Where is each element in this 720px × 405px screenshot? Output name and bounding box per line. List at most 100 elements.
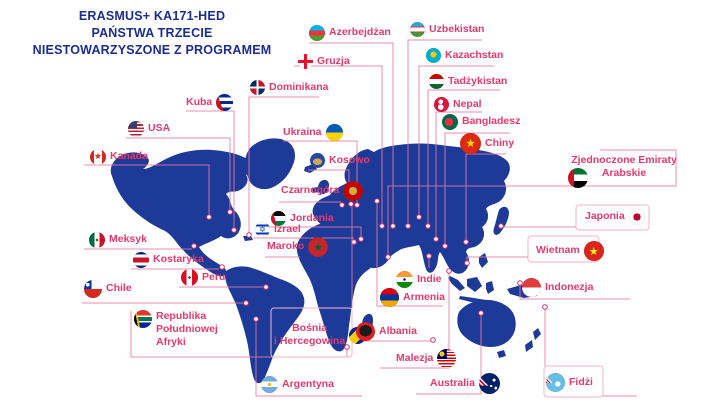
country-label: Bangladesz — [462, 115, 521, 128]
fidzi-flag-icon — [546, 373, 565, 392]
kazachstan-flag-icon — [426, 48, 441, 63]
japonia-label-box — [575, 204, 650, 231]
peru-map-point — [263, 284, 269, 290]
chile-map-point — [243, 300, 249, 306]
ukraina-flag-icon — [325, 124, 343, 141]
island-sumatra — [448, 276, 465, 291]
tadzykistan-flag-icon — [429, 74, 444, 89]
wietnam-flag-emblem: ★ — [588, 244, 599, 258]
country-label: Nepal — [453, 97, 482, 110]
country-label: Indie — [417, 272, 442, 285]
country-meksyk: Meksyk — [89, 232, 147, 248]
country-label: Argentyna — [282, 377, 334, 390]
country-peru: Peru — [181, 269, 225, 286]
country-label: Tadżykistan — [448, 74, 508, 87]
usa-map-point — [227, 209, 233, 215]
kosowo-flag-icon — [310, 153, 325, 168]
country-dominikana: Dominikana — [250, 80, 329, 95]
country-kostaryka: Kostaryka — [133, 252, 204, 268]
country-label: Azerbejdżan — [329, 26, 391, 39]
wietnam-flag-icon: ★ — [583, 241, 604, 261]
country-label: Chile — [106, 282, 132, 295]
gruzja-connector-line — [294, 65, 383, 225]
country-label: Izrael — [274, 222, 301, 235]
kanada-flag-emblem: ★ — [94, 151, 102, 162]
zjednoczone-emiraty-arabskie-map-point — [385, 254, 391, 260]
fidzi-label-box — [543, 365, 604, 398]
australia-flag-icon — [478, 373, 500, 394]
usa-connector-line — [126, 137, 231, 211]
country-ukraina: Ukraina — [283, 124, 343, 141]
country-label: Kostaryka — [153, 253, 204, 266]
meksyk-flag-icon — [89, 232, 105, 248]
country-uzbekistan: Uzbekistan — [410, 22, 484, 37]
gruzja-flag-icon — [298, 54, 313, 69]
chile-flag-icon — [84, 280, 102, 298]
country-label: Albania — [379, 324, 417, 337]
kanada-connector-line — [84, 164, 210, 216]
gruzja-map-point — [379, 223, 385, 229]
malezja-connector-line — [380, 272, 450, 369]
country-kuba: Kuba — [186, 94, 234, 111]
albania-map-point — [430, 337, 436, 343]
malezja-map-point — [446, 268, 452, 274]
country-label: Jordania — [290, 211, 334, 224]
country-wietnam: Wietnam ★ — [536, 241, 604, 261]
title-line-1: ERASMUS+ KA171-HED — [78, 9, 226, 23]
title-line-2: PAŃSTWA TRZECIE — [91, 26, 213, 40]
chiny-flag-emblem: ★ — [465, 135, 476, 150]
country-tadzykistan: Tadżykistan — [429, 74, 507, 89]
australia-map-point — [478, 310, 484, 316]
country-label: Dominikana — [269, 80, 329, 93]
country-label: Zjednoczone Emiraty Arabskie — [571, 154, 677, 180]
izrael-flag-emblem: ✡ — [259, 224, 266, 235]
country-label: Armenia — [403, 290, 446, 303]
republika-poludniowej-afryki-flag-icon — [134, 310, 152, 328]
czarnogora-map-point — [339, 202, 345, 208]
bangladesz-map-point — [442, 243, 448, 249]
country-armenia: Armenia — [380, 288, 445, 307]
malezja-flag-icon — [437, 349, 457, 368]
uzbekistan-flag-icon — [410, 22, 425, 37]
kazachstan-map-point — [416, 214, 422, 220]
infographic-title: ERASMUS+ KA171-HED PAŃSTWA TRZECIE NIEST… — [8, 8, 296, 59]
island-ireland — [312, 187, 319, 193]
country-japonia: Japonia — [585, 209, 645, 225]
country-label: Kuba — [186, 95, 213, 108]
country-republika-poludniowej-afryki: Republika Południowej Afryki — [134, 310, 218, 349]
island-tasmania — [497, 350, 506, 358]
peru-flag-icon — [181, 269, 198, 286]
country-label: Indonezja — [545, 280, 594, 293]
country-label: Ukraina — [283, 125, 322, 138]
country-argentyna: Argentyna — [261, 376, 334, 393]
azerbejdzan-connector-line — [309, 42, 394, 225]
jordania-connector-line — [269, 226, 362, 237]
maroko-flag-icon: ★ — [308, 237, 329, 257]
country-label: Fidżi — [569, 375, 593, 388]
kanada-flag-icon: ★ — [90, 149, 106, 165]
country-label: Czarnogóra — [281, 184, 340, 197]
country-kosowo: Kosowo — [310, 153, 370, 168]
kanada-map-point — [206, 214, 212, 220]
bangladesz-connector-line — [444, 132, 510, 245]
meksyk-map-point — [191, 243, 197, 249]
jordania-flag-icon — [271, 211, 286, 226]
indonezja-flag-icon — [522, 278, 541, 297]
wietnam-map-point — [464, 260, 470, 266]
nepal-connector-line — [435, 111, 482, 238]
country-maroko: Maroko ★ — [267, 237, 329, 257]
country-zjednoczone-emiraty-arabskie: Zjednoczone Emiraty Arabskie — [566, 154, 682, 188]
jordania-map-point — [358, 236, 364, 242]
usa-flag-icon — [128, 121, 144, 137]
country-kazachstan: Kazachstan — [426, 48, 503, 63]
armenia-connector-line — [376, 202, 443, 307]
dominikana-map-point — [246, 232, 252, 238]
izrael-flag-icon: ✡ — [255, 222, 270, 237]
continent-greenland — [245, 138, 295, 190]
island-borneo — [467, 277, 482, 292]
continent-australia — [457, 299, 516, 347]
zjednoczone-emiraty-arabskie-connector-line — [387, 149, 677, 256]
armenia-flag-icon — [380, 288, 399, 307]
